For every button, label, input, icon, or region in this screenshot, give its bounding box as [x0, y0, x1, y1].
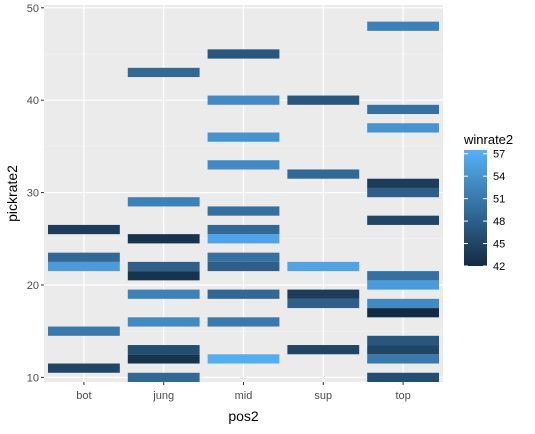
heatmap-tile — [47, 326, 120, 336]
heatmap-tile — [207, 252, 280, 262]
heatmap-tile — [207, 234, 280, 244]
heatmap-tile — [367, 178, 440, 188]
heatmap-tile — [367, 345, 440, 355]
heatmap-tile — [127, 197, 200, 207]
heatmap-tile — [127, 67, 200, 78]
x-tick-label: jung — [152, 390, 174, 402]
x-tick-label: mid — [235, 390, 253, 402]
heatmap-tile — [127, 354, 200, 364]
heatmap-tile — [367, 123, 440, 133]
heatmap-tile — [367, 104, 440, 115]
heatmap-cells — [47, 21, 440, 382]
heatmap-tile — [127, 261, 200, 272]
heatmap-tile — [127, 271, 200, 281]
legend-tick-label: 42 — [493, 261, 505, 273]
x-axis: bot jung mid sup top — [76, 382, 411, 402]
legend-tick-label: 51 — [493, 194, 505, 206]
y-tick-label: 50 — [27, 3, 39, 15]
y-axis: 10 20 30 40 50 — [27, 3, 44, 384]
y-tick-label: 10 — [27, 372, 39, 384]
heatmap-tile — [207, 206, 280, 216]
heatmap-tile — [287, 261, 360, 272]
heatmap-tile — [127, 234, 200, 244]
heatmap-tile — [47, 363, 120, 373]
heatmap-tile — [47, 261, 120, 272]
heatmap-tile — [207, 354, 280, 364]
heatmap-tile — [207, 289, 280, 299]
heatmap-tile — [207, 95, 280, 105]
heatmap-tile — [287, 345, 360, 355]
x-axis-title: pos2 — [228, 408, 259, 424]
legend-title: winrate2 — [463, 132, 513, 147]
heatmap-tile — [47, 252, 120, 262]
heatmap-tile — [127, 345, 200, 355]
heatmap-tile — [367, 215, 440, 225]
heatmap-tile — [207, 224, 280, 235]
heatmap-tile — [207, 49, 280, 59]
heatmap-tile — [367, 298, 440, 309]
heatmap-tile — [127, 289, 200, 299]
y-tick-label: 20 — [27, 280, 39, 292]
heatmap-tile — [127, 372, 200, 382]
heatmap-tile — [207, 317, 280, 327]
x-tick-label: top — [395, 390, 410, 402]
heatmap-tile — [47, 224, 120, 235]
legend-colorbar — [464, 150, 487, 266]
heatmap-tile — [367, 271, 440, 281]
y-axis-title: pickrate2 — [4, 165, 20, 222]
x-tick-label: sup — [314, 390, 332, 402]
heatmap-tile — [367, 21, 440, 31]
y-tick-label: 30 — [27, 188, 39, 200]
heatmap-tile — [367, 372, 440, 382]
legend: winrate2 57 54 51 48 45 42 — [463, 132, 513, 273]
legend-tick-label: 54 — [493, 171, 505, 183]
heatmap-tile — [287, 95, 360, 105]
y-tick-label: 40 — [27, 95, 39, 107]
x-tick-label: bot — [76, 390, 91, 402]
heatmap-tile — [367, 354, 440, 364]
heatmap-tile — [367, 335, 440, 346]
heatmap-tile — [207, 160, 280, 170]
heatmap-tile — [287, 169, 360, 179]
heatmap-tile — [367, 308, 440, 318]
heatmap-tile — [207, 261, 280, 272]
heatmap-tile — [287, 298, 360, 309]
heatmap-tile — [287, 289, 360, 299]
heatmap-tile — [367, 187, 440, 198]
legend-tick-label: 48 — [493, 216, 505, 228]
heatmap-tile — [367, 280, 440, 290]
heatmap-tile — [127, 317, 200, 327]
legend-tick-label: 45 — [493, 239, 505, 251]
heatmap-tile — [207, 132, 280, 142]
legend-ticks: 57 54 51 48 45 42 — [464, 149, 505, 273]
legend-tick-label: 57 — [493, 149, 505, 161]
